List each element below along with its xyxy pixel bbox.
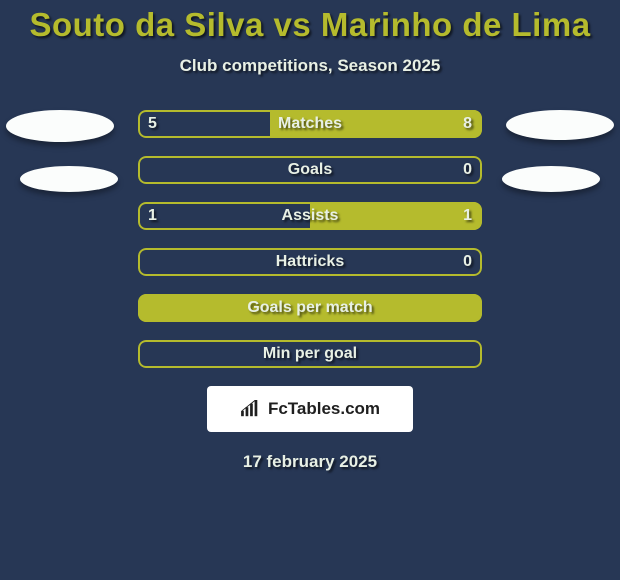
bar-value-right: 0 [463, 156, 472, 184]
bar-label: Assists [138, 202, 482, 230]
chart-area: Matches58Goals0Assists11Hattricks0Goals … [0, 110, 620, 472]
player-right-avatar-2 [502, 166, 600, 192]
bar-row: Assists1 1 [138, 202, 482, 230]
brand-badge: FcTables.com [207, 386, 413, 432]
bar-label: Hattricks [138, 248, 482, 276]
footer-date: 17 february 2025 [0, 452, 620, 472]
bar-label: Goals [138, 156, 482, 184]
bar-row: Goals0 [138, 156, 482, 184]
bar-row: Hattricks0 [138, 248, 482, 276]
comparison-infographic: Souto da Silva vs Marinho de Lima Club c… [0, 0, 620, 580]
bar-label: Goals per match [138, 294, 482, 322]
bar-row: Matches5 8 [138, 110, 482, 138]
bar-value-left: 1 [148, 202, 157, 230]
page-title: Souto da Silva vs Marinho de Lima [0, 0, 620, 44]
bars-container: Matches58Goals0Assists11Hattricks0Goals … [138, 110, 482, 368]
page-subtitle: Club competitions, Season 2025 [0, 56, 620, 76]
bar-row: Goals per match [138, 294, 482, 322]
bar-label: Min per goal [138, 340, 482, 368]
bar-value-right: 8 [463, 110, 472, 138]
player-left-avatar-1 [6, 110, 114, 142]
brand-text: FcTables.com [268, 399, 380, 419]
bar-label: Matches [138, 110, 482, 138]
bar-row: Min per goal [138, 340, 482, 368]
player-left-avatar-2 [20, 166, 118, 192]
brand-bars-icon [240, 400, 262, 418]
player-right-avatar-1 [506, 110, 614, 140]
bar-value-right: 1 [463, 202, 472, 230]
bar-value-right: 0 [463, 248, 472, 276]
bar-value-left: 5 [148, 110, 157, 138]
